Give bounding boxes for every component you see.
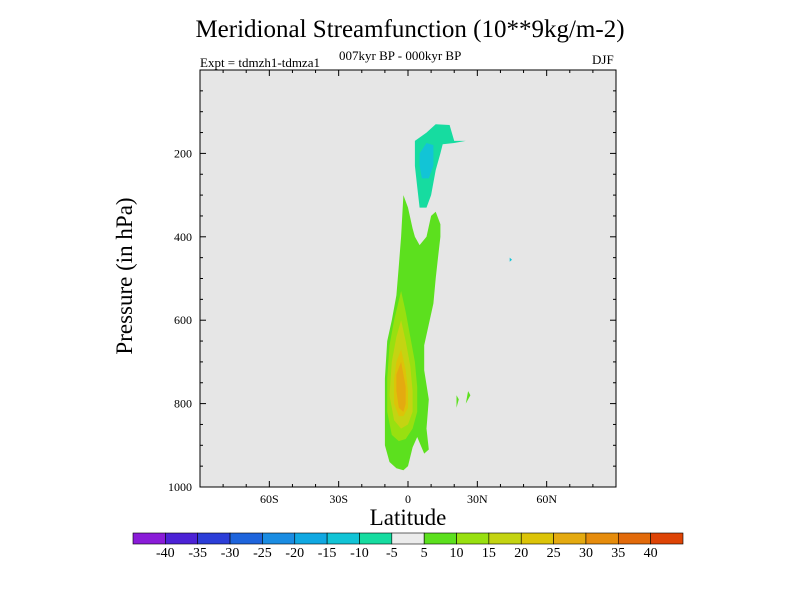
contour-region [465, 391, 471, 404]
colorbar-label: -20 [285, 546, 305, 561]
colorbar-label: 30 [578, 546, 593, 561]
time-range-label: 007kyr BP - 000kyr BP [339, 48, 462, 63]
colorbar-swatch [262, 532, 296, 545]
contour-region [509, 257, 512, 262]
x-tick-label: 60N [536, 492, 557, 506]
colorbar-label: 25 [546, 546, 561, 561]
colorbar-label: -25 [253, 546, 272, 561]
colorbar-label: 5 [420, 546, 428, 561]
colorbar-swatch [326, 532, 360, 545]
colorbar-label: -40 [156, 546, 175, 561]
season-label: DJF [592, 52, 614, 67]
colorbar-swatch [359, 532, 393, 545]
colorbar-swatch [488, 532, 522, 545]
colorbar-swatch [650, 532, 684, 545]
y-tick-label: 800 [174, 397, 192, 411]
colorbar-swatch [585, 532, 619, 545]
colorbar-swatch [229, 532, 263, 545]
colorbar-label: -35 [188, 546, 208, 561]
colorbar-swatch [165, 532, 199, 545]
colorbar-label: -10 [350, 546, 369, 561]
y-tick-label: 600 [174, 313, 192, 327]
colorbar-swatch [294, 532, 328, 545]
colorbar-label: 10 [449, 546, 464, 561]
colorbar-label: 20 [514, 546, 529, 561]
x-tick-label: 60S [260, 492, 279, 506]
colorbar-swatch [617, 532, 651, 545]
contour-region [456, 395, 459, 408]
x-tick-label: 30N [467, 492, 488, 506]
colorbar-swatch [197, 532, 231, 545]
y-tick-label: 1000 [168, 480, 192, 494]
colorbar-label: 15 [481, 546, 496, 561]
colorbar-swatch [520, 532, 554, 545]
contour-region [419, 143, 434, 179]
colorbar-label: -30 [220, 546, 240, 561]
x-tick-label: 30S [329, 492, 348, 506]
colorbar-label: -15 [317, 546, 337, 561]
y-tick-label: 400 [174, 230, 192, 244]
colorbar-swatch [456, 532, 490, 545]
colorbar-swatch [423, 532, 457, 545]
colorbar-swatch [553, 532, 587, 545]
colorbar-swatch [391, 532, 425, 545]
colorbar-label: 35 [611, 546, 626, 561]
experiment-label: Expt = tdmzh1-tdmza1 [200, 55, 320, 70]
y-tick-label: 200 [174, 146, 192, 160]
colorbar-label: -5 [385, 546, 398, 561]
contour-region [396, 361, 406, 412]
x-tick-label: 0 [405, 492, 411, 506]
chart-title: Meridional Streamfunction (10**9kg/m-2) [195, 16, 625, 43]
colorbar-label: 40 [643, 546, 658, 561]
colorbar-swatch [132, 532, 166, 545]
x-axis-label: Latitude [369, 505, 447, 530]
